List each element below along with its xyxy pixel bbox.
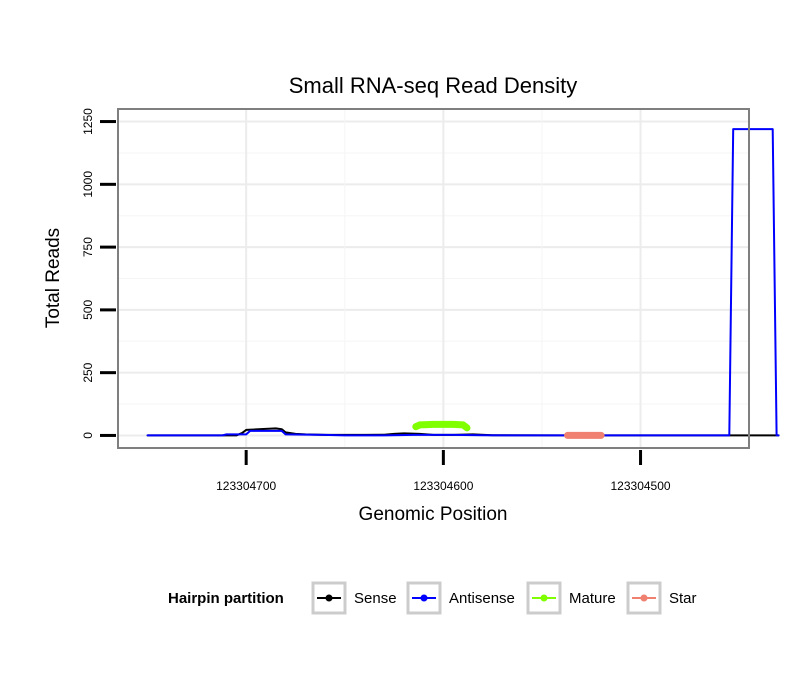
y-axis: 0 250 500 750 1000 1250 xyxy=(81,108,116,439)
series-mature-line xyxy=(412,420,471,432)
series-layer xyxy=(146,128,780,439)
legend-key-point xyxy=(325,594,333,602)
legend: Hairpin partition Sense Antisense Mature St… xyxy=(168,581,697,615)
legend-label: Antisense xyxy=(449,590,515,607)
legend-label: Star xyxy=(669,590,697,607)
legend-label: Sense xyxy=(354,590,397,607)
x-tick-label: 123304600 xyxy=(413,479,473,493)
legend-label: Mature xyxy=(569,590,616,607)
y-tick-label: 250 xyxy=(81,362,95,382)
legend-key-point xyxy=(540,594,548,602)
legend-item-antisense: Antisense xyxy=(406,581,515,615)
legend-key-point xyxy=(640,594,648,602)
legend-item-sense: Sense xyxy=(311,581,397,615)
legend-item-mature: Mature xyxy=(526,581,616,615)
legend-item-star: Star xyxy=(626,581,697,615)
grid xyxy=(118,109,749,448)
y-axis-title: Total Reads xyxy=(43,228,64,328)
x-tick-label: 123304500 xyxy=(611,479,671,493)
legend-key-point xyxy=(420,594,428,602)
y-tick-label: 1000 xyxy=(81,171,95,198)
plot-panel-border xyxy=(117,108,750,449)
series-antisense-line xyxy=(146,128,780,437)
y-tick-label: 750 xyxy=(81,237,95,257)
y-tick-label: 0 xyxy=(81,432,95,439)
x-axis: 123304700 123304600 123304500 xyxy=(216,450,671,493)
legend-title: Hairpin partition xyxy=(168,590,284,607)
x-axis-title: Genomic Position xyxy=(359,504,508,525)
y-tick-label: 1250 xyxy=(81,108,95,135)
y-tick-label: 500 xyxy=(81,300,95,320)
chart-title: Small RNA-seq Read Density xyxy=(289,73,578,98)
x-tick-label: 123304700 xyxy=(216,479,276,493)
